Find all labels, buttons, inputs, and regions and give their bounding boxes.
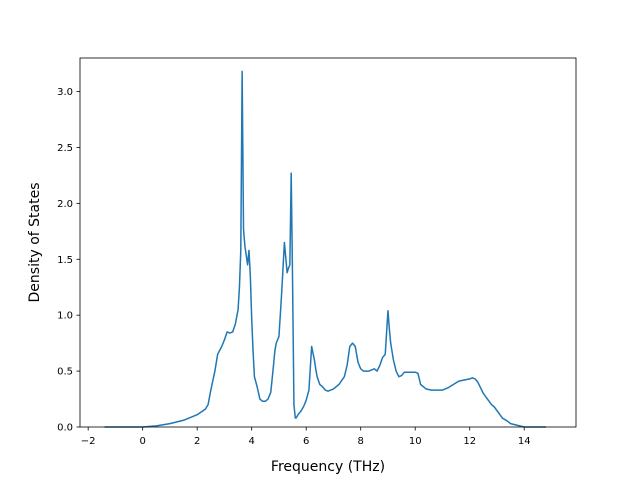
y-axis-title: Density of States [27,183,43,303]
series-layer [104,70,547,428]
x-tick-label: 2 [194,436,200,447]
x-tick-label: 6 [303,436,309,447]
dos-series-line [104,70,547,428]
y-tick-label: 2.5 [57,143,73,154]
y-tick-label: 1.0 [57,311,73,322]
y-tick-label: 0.0 [57,423,73,434]
x-tick-label: −2 [81,436,96,447]
x-axis-title: Frequency (THz) [271,459,385,475]
x-tick-label: 14 [518,436,531,447]
x-tick-label: 8 [358,436,364,447]
y-axis-ticks: 0.0 0.5 1.0 1.5 2.0 2.5 3.0 [57,87,80,434]
plot-frame [79,57,577,428]
y-tick-label: 2.0 [57,199,73,210]
x-tick-label: 4 [249,436,255,447]
x-tick-label: 10 [409,436,422,447]
x-tick-label: 0 [139,436,145,447]
x-tick-label: 12 [463,436,476,447]
y-tick-label: 0.5 [57,367,73,378]
x-axis-ticks: −2 0 2 4 6 8 10 12 14 [81,427,531,447]
y-tick-label: 3.0 [57,87,73,98]
y-tick-label: 1.5 [57,255,73,266]
